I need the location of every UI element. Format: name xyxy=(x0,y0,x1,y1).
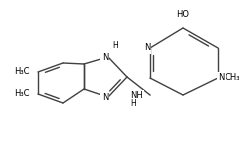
Text: HO: HO xyxy=(177,10,189,19)
Text: N: N xyxy=(218,73,224,82)
Text: N: N xyxy=(144,44,150,53)
Text: H: H xyxy=(112,41,118,50)
Text: N: N xyxy=(102,53,108,61)
Text: H: H xyxy=(130,99,136,108)
Text: H₃C: H₃C xyxy=(15,89,30,99)
Text: CH₃: CH₃ xyxy=(224,73,240,82)
Text: N: N xyxy=(102,93,108,101)
Text: NH: NH xyxy=(130,91,142,100)
Text: H₃C: H₃C xyxy=(15,67,30,77)
